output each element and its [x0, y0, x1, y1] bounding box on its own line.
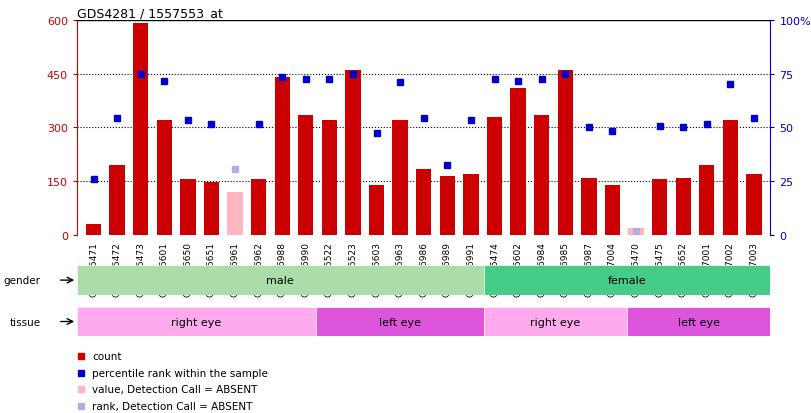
Text: rank, Detection Call = ABSENT: rank, Detection Call = ABSENT	[92, 401, 253, 411]
Bar	[86, 225, 101, 235]
Bar	[483, 307, 627, 337]
Bar	[316, 307, 483, 337]
Bar	[440, 176, 455, 235]
Text: count: count	[92, 351, 122, 361]
Bar	[204, 183, 219, 235]
Text: left eye: left eye	[678, 317, 719, 327]
Bar	[369, 185, 384, 235]
Bar	[77, 266, 483, 295]
Bar	[298, 116, 314, 235]
Bar	[393, 121, 408, 235]
Bar	[463, 175, 478, 235]
Bar	[558, 71, 573, 235]
Text: left eye: left eye	[379, 317, 421, 327]
Bar	[534, 116, 549, 235]
Bar	[676, 178, 691, 235]
Text: tissue: tissue	[10, 317, 41, 327]
Text: value, Detection Call = ABSENT: value, Detection Call = ABSENT	[92, 385, 258, 394]
Text: male: male	[266, 275, 294, 285]
Bar	[723, 121, 738, 235]
Bar	[77, 307, 316, 337]
Bar	[627, 307, 770, 337]
Bar	[133, 24, 148, 235]
Text: gender: gender	[3, 275, 41, 285]
Bar	[345, 71, 361, 235]
Bar	[322, 121, 337, 235]
Bar	[180, 180, 195, 235]
Bar	[227, 192, 242, 235]
Bar	[416, 169, 431, 235]
Bar	[746, 175, 762, 235]
Text: GDS4281 / 1557553_at: GDS4281 / 1557553_at	[77, 7, 223, 19]
Bar	[483, 266, 770, 295]
Text: percentile rank within the sample: percentile rank within the sample	[92, 368, 268, 378]
Bar	[699, 166, 714, 235]
Bar	[605, 185, 620, 235]
Bar	[275, 78, 290, 235]
Bar	[510, 89, 526, 235]
Text: right eye: right eye	[530, 317, 581, 327]
Bar	[109, 166, 125, 235]
Bar	[581, 178, 597, 235]
Bar	[157, 121, 172, 235]
Bar	[487, 117, 502, 235]
Text: right eye: right eye	[171, 317, 221, 327]
Bar	[652, 180, 667, 235]
Text: female: female	[607, 275, 646, 285]
Bar	[251, 180, 266, 235]
Bar	[629, 228, 644, 235]
